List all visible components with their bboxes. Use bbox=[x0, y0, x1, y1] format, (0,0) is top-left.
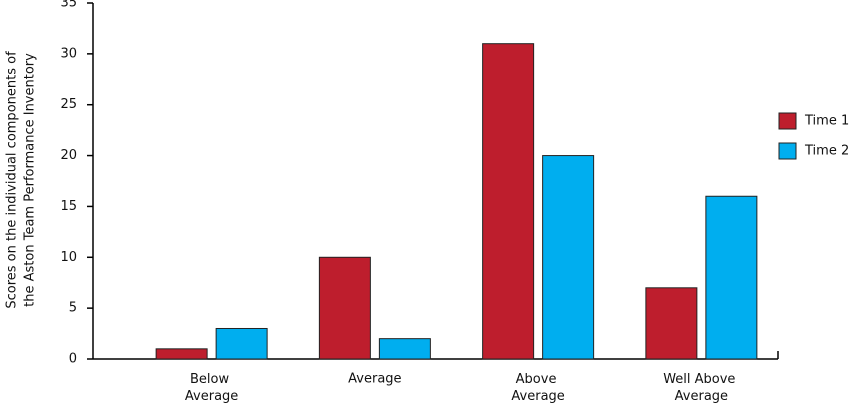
y-tick-label: 0 bbox=[69, 352, 77, 367]
y-tick-label: 30 bbox=[60, 46, 77, 61]
y-tick-label: 20 bbox=[60, 148, 77, 163]
y-tick-label: 5 bbox=[69, 301, 77, 316]
x-tick-label: Average bbox=[348, 372, 401, 387]
legend-label: Time 1 bbox=[804, 114, 849, 129]
bar bbox=[482, 43, 535, 360]
x-tick-label: Below Average bbox=[185, 372, 238, 404]
y-axis-title: Scores on the individual components of bbox=[5, 51, 20, 309]
x-tick-label: Well Above Average bbox=[663, 372, 739, 404]
bar bbox=[215, 327, 268, 360]
bar bbox=[645, 287, 698, 360]
y-tick-label: 35 bbox=[60, 0, 77, 11]
y-tick-label: 15 bbox=[60, 199, 77, 214]
legend-swatch bbox=[778, 142, 797, 160]
y-axis-title: the Aston Team Performance Inventory bbox=[23, 53, 38, 307]
bar bbox=[155, 348, 208, 360]
bar bbox=[378, 338, 431, 360]
x-tick-label: Above Average bbox=[511, 372, 564, 404]
bar bbox=[542, 155, 595, 360]
bar bbox=[318, 256, 371, 360]
y-tick-label: 10 bbox=[60, 250, 77, 265]
y-tick-label: 25 bbox=[60, 97, 77, 112]
bar bbox=[705, 195, 758, 360]
legend-label: Time 2 bbox=[804, 144, 849, 159]
legend-swatch bbox=[778, 112, 797, 130]
